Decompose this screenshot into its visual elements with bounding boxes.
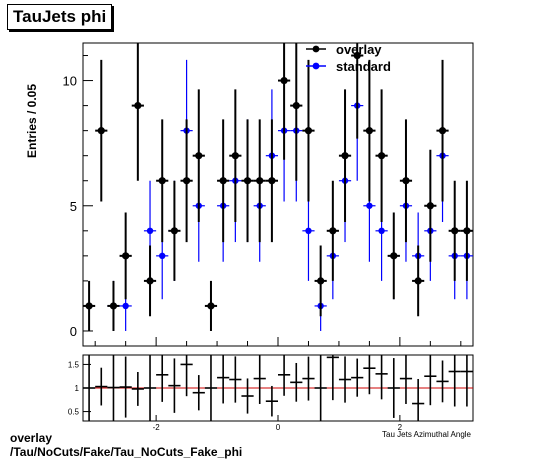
data-point-overlay xyxy=(365,127,374,135)
data-point-overlay xyxy=(426,202,434,210)
ratio-plot-frame xyxy=(82,354,474,422)
main-plot-border xyxy=(82,42,474,347)
ratio-x-tick-label: 0 xyxy=(276,423,281,432)
data-point-overlay xyxy=(85,302,93,310)
data-point-overlay xyxy=(390,252,398,260)
data-point-overlay xyxy=(122,252,130,260)
y-tick-label: 0 xyxy=(70,324,77,339)
data-point-overlay xyxy=(377,152,386,160)
data-point-overlay xyxy=(304,127,313,135)
data-point-standard xyxy=(122,302,129,310)
data-point-overlay xyxy=(292,102,300,110)
main-plot-frame xyxy=(82,42,474,347)
data-point-overlay xyxy=(438,127,447,135)
data-point-standard xyxy=(378,227,385,235)
ratio-y-tick-label: 1.5 xyxy=(68,360,80,369)
footer-line-1: overlay xyxy=(10,431,53,445)
main-axes: 0 5 10 Entries / 0.05 xyxy=(25,55,462,346)
data-point-overlay xyxy=(414,277,422,285)
legend: overlay standard xyxy=(306,42,391,74)
data-point-overlay xyxy=(231,152,239,160)
x-axis-label: Tau Jets Azimuthal Angle xyxy=(382,430,471,439)
series-ratio xyxy=(83,355,473,421)
legend-label: overlay xyxy=(336,42,382,57)
data-point-overlay xyxy=(353,51,361,60)
data-point-standard xyxy=(159,252,166,260)
data-point-overlay xyxy=(329,227,337,235)
data-point-standard xyxy=(305,227,312,235)
footer-caption: overlay /Tau/NoCuts/Fake/Tau_NoCuts_Fake… xyxy=(10,431,242,459)
data-point-overlay xyxy=(317,277,325,285)
legend-marker xyxy=(312,45,320,53)
data-point-overlay xyxy=(134,102,142,110)
data-point-overlay xyxy=(219,177,227,185)
data-point-overlay xyxy=(97,127,105,135)
data-point-overlay xyxy=(158,177,166,185)
data-point-overlay xyxy=(256,177,264,185)
legend-marker xyxy=(312,62,320,70)
data-point-overlay xyxy=(207,302,215,310)
data-point-overlay xyxy=(280,76,288,85)
data-point-overlay xyxy=(109,302,118,310)
footer-line-2: /Tau/NoCuts/Fake/Tau_NoCuts_Fake_phi xyxy=(10,445,243,459)
ratio-x-tick-label: -2 xyxy=(153,423,161,432)
data-point-standard xyxy=(146,227,154,235)
data-point-overlay xyxy=(243,177,252,185)
ratio-x-tick-label: 2 xyxy=(398,423,403,432)
ratio-y-tick-label: 0.5 xyxy=(68,408,80,417)
legend-label: standard xyxy=(336,59,391,74)
data-point-overlay xyxy=(341,152,349,160)
data-point-overlay xyxy=(463,227,471,235)
y-tick-label: 10 xyxy=(63,74,77,89)
data-point-overlay xyxy=(195,152,203,160)
data-point-overlay xyxy=(182,177,191,185)
ratio-y-tick-label: 1 xyxy=(75,384,80,393)
data-point-overlay xyxy=(451,227,459,235)
y-tick-label: 5 xyxy=(70,199,77,214)
data-point-standard xyxy=(366,202,373,209)
data-point-overlay xyxy=(170,227,179,235)
data-point-overlay xyxy=(268,177,276,185)
series-overlay xyxy=(83,43,473,331)
y-axis-label: Entries / 0.05 xyxy=(25,84,39,158)
data-point-overlay xyxy=(146,277,154,285)
chart-title: TauJets phi xyxy=(7,4,113,30)
data-point-overlay xyxy=(402,177,410,185)
